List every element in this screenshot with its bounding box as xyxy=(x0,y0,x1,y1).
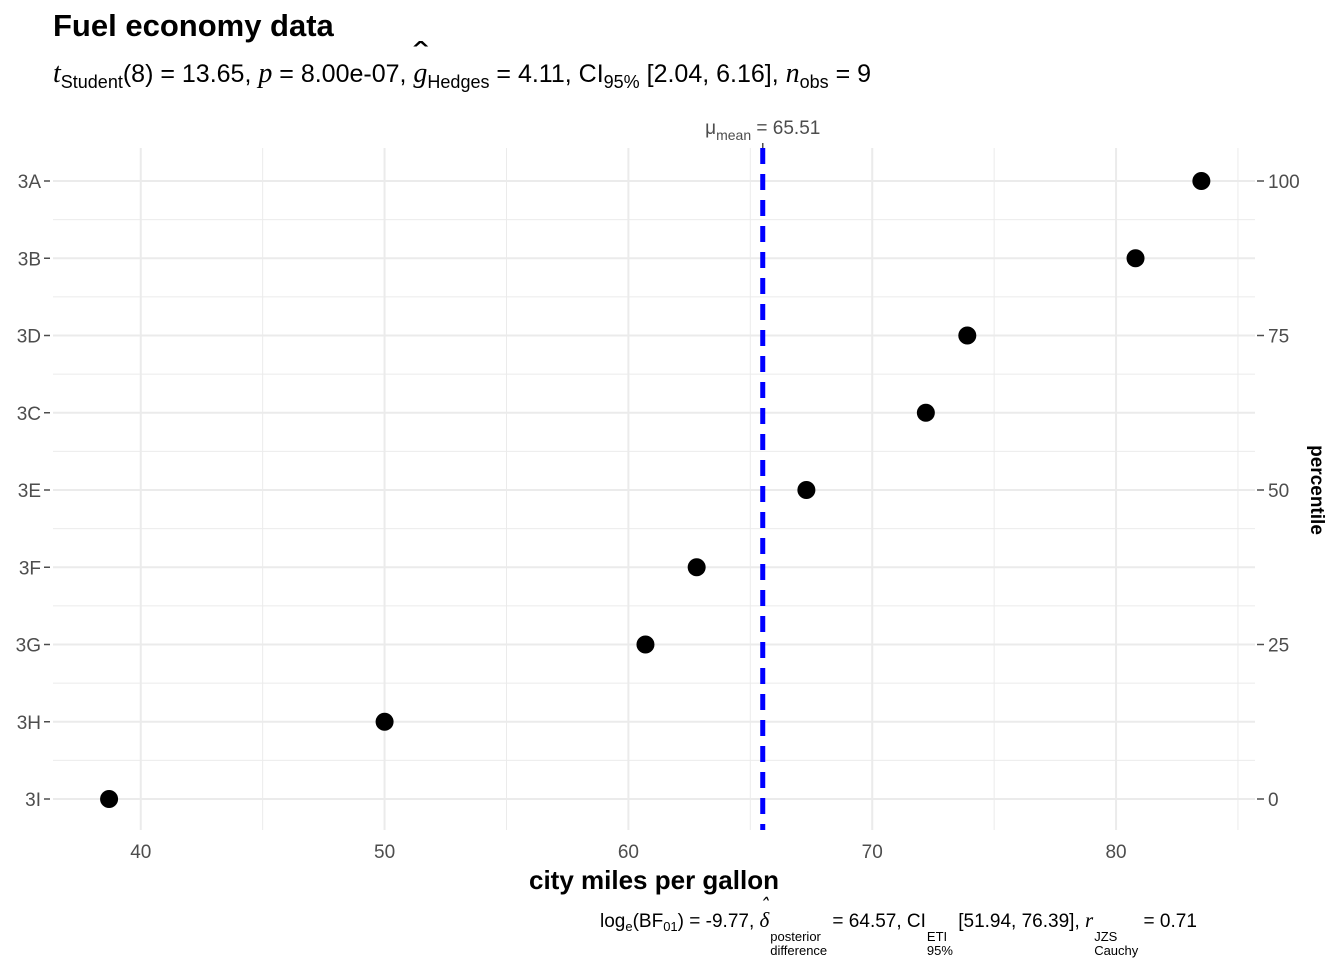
x-axis-label: city miles per gallon xyxy=(529,865,779,895)
n-subscript: obs xyxy=(799,72,829,92)
axis-ticks: 40 50 60 70 80 3A 3B 3D 3C 3E 3F 3G 3H 3I 0 25 50 75 100 xyxy=(16,143,1300,863)
g-symbol: g xyxy=(413,58,427,90)
delta-value: = 64.57, CI xyxy=(827,911,926,932)
y2-tick-label: 100 xyxy=(1268,172,1300,193)
data-point-3H xyxy=(375,712,394,731)
y-tick-label: 3D xyxy=(17,327,41,348)
p-value: = 8.00e-07, xyxy=(272,60,414,88)
y-tick-label: 3I xyxy=(25,790,41,811)
x-tick-label: 40 xyxy=(130,842,151,863)
y2-tick-label: 0 xyxy=(1268,790,1279,811)
data-point-3A xyxy=(1192,172,1211,190)
delta-superscript: posterior xyxy=(770,929,821,944)
chart-caption: loge(BF01) = -9.77, δposteriordifference… xyxy=(600,894,1197,958)
x-tick-label: 70 xyxy=(862,842,883,863)
n-symbol: n xyxy=(785,58,800,89)
secondary-y-axis-label: percentile xyxy=(1306,445,1327,535)
bf-label: (BF xyxy=(632,911,664,932)
y-tick-label: 3B xyxy=(18,249,41,270)
delta-subscript: difference xyxy=(770,943,828,958)
y-tick-label: 3H xyxy=(17,713,41,734)
data-point-3I xyxy=(100,790,119,808)
r-value: = 0.71 xyxy=(1138,911,1197,932)
delta-symbol: δ xyxy=(760,894,770,933)
ci-value: [2.04, 6.16], xyxy=(639,60,786,88)
data-point-3B xyxy=(1126,249,1145,268)
ci-value: [51.94, 76.39], xyxy=(952,911,1085,932)
chart-title: Fuel economy data xyxy=(53,8,334,43)
ci-superscript: ETI xyxy=(926,929,948,944)
mean-symbol: μ xyxy=(705,118,716,139)
data-point-3E xyxy=(797,481,816,499)
r-symbol: r xyxy=(1085,908,1094,932)
g-subscript: Hedges xyxy=(427,72,490,92)
log-label: log xyxy=(600,911,626,932)
grid-lines xyxy=(53,148,1255,830)
p-symbol: p xyxy=(258,58,273,89)
y-tick-label: 3E xyxy=(18,481,41,502)
data-points xyxy=(100,172,1211,808)
r-scripts: JZS Cauchy xyxy=(1094,930,1138,958)
y2-tick-label: 75 xyxy=(1268,327,1289,348)
t-symbol: t xyxy=(53,58,61,89)
data-point-3C xyxy=(916,403,935,422)
y2-tick-label: 50 xyxy=(1268,481,1289,502)
data-point-3G xyxy=(636,635,655,654)
ci-subscript: 95% xyxy=(603,72,640,92)
y-tick-label: 3A xyxy=(18,172,42,193)
log-subscript: e xyxy=(625,919,633,934)
y-tick-label: 3G xyxy=(16,636,41,657)
y2-tick-label: 25 xyxy=(1268,636,1289,657)
delta-scripts: posterior difference xyxy=(770,930,827,958)
t-value: (8) = 13.65, xyxy=(122,60,259,88)
g-value: = 4.11, CI xyxy=(489,60,604,88)
x-tick-label: 60 xyxy=(618,842,639,863)
data-point-3D xyxy=(958,326,977,345)
chart-subtitle: tStudent(8) = 13.65, p = 8.00e-07, gHedg… xyxy=(53,58,871,93)
n-value: = 9 xyxy=(828,60,872,88)
data-point-3F xyxy=(687,558,706,577)
bf-subscript: 01 xyxy=(663,919,678,934)
ci-subscript: 95% xyxy=(926,943,953,958)
r-superscript: JZS xyxy=(1094,929,1118,944)
x-tick-label: 50 xyxy=(374,842,395,863)
mean-subscript: mean xyxy=(716,127,751,143)
t-subscript: Student xyxy=(60,72,123,92)
mean-value: = 65.51 xyxy=(751,118,820,139)
y-tick-label: 3F xyxy=(19,558,41,579)
mean-annotation: μmean = 65.51 xyxy=(705,118,820,143)
r-subscript: Cauchy xyxy=(1094,943,1139,958)
y-tick-label: 3C xyxy=(17,404,41,425)
x-tick-label: 80 xyxy=(1105,842,1126,863)
bf-value: ) = -9.77, xyxy=(677,911,760,932)
ci-scripts: ETI 95% xyxy=(927,930,953,958)
